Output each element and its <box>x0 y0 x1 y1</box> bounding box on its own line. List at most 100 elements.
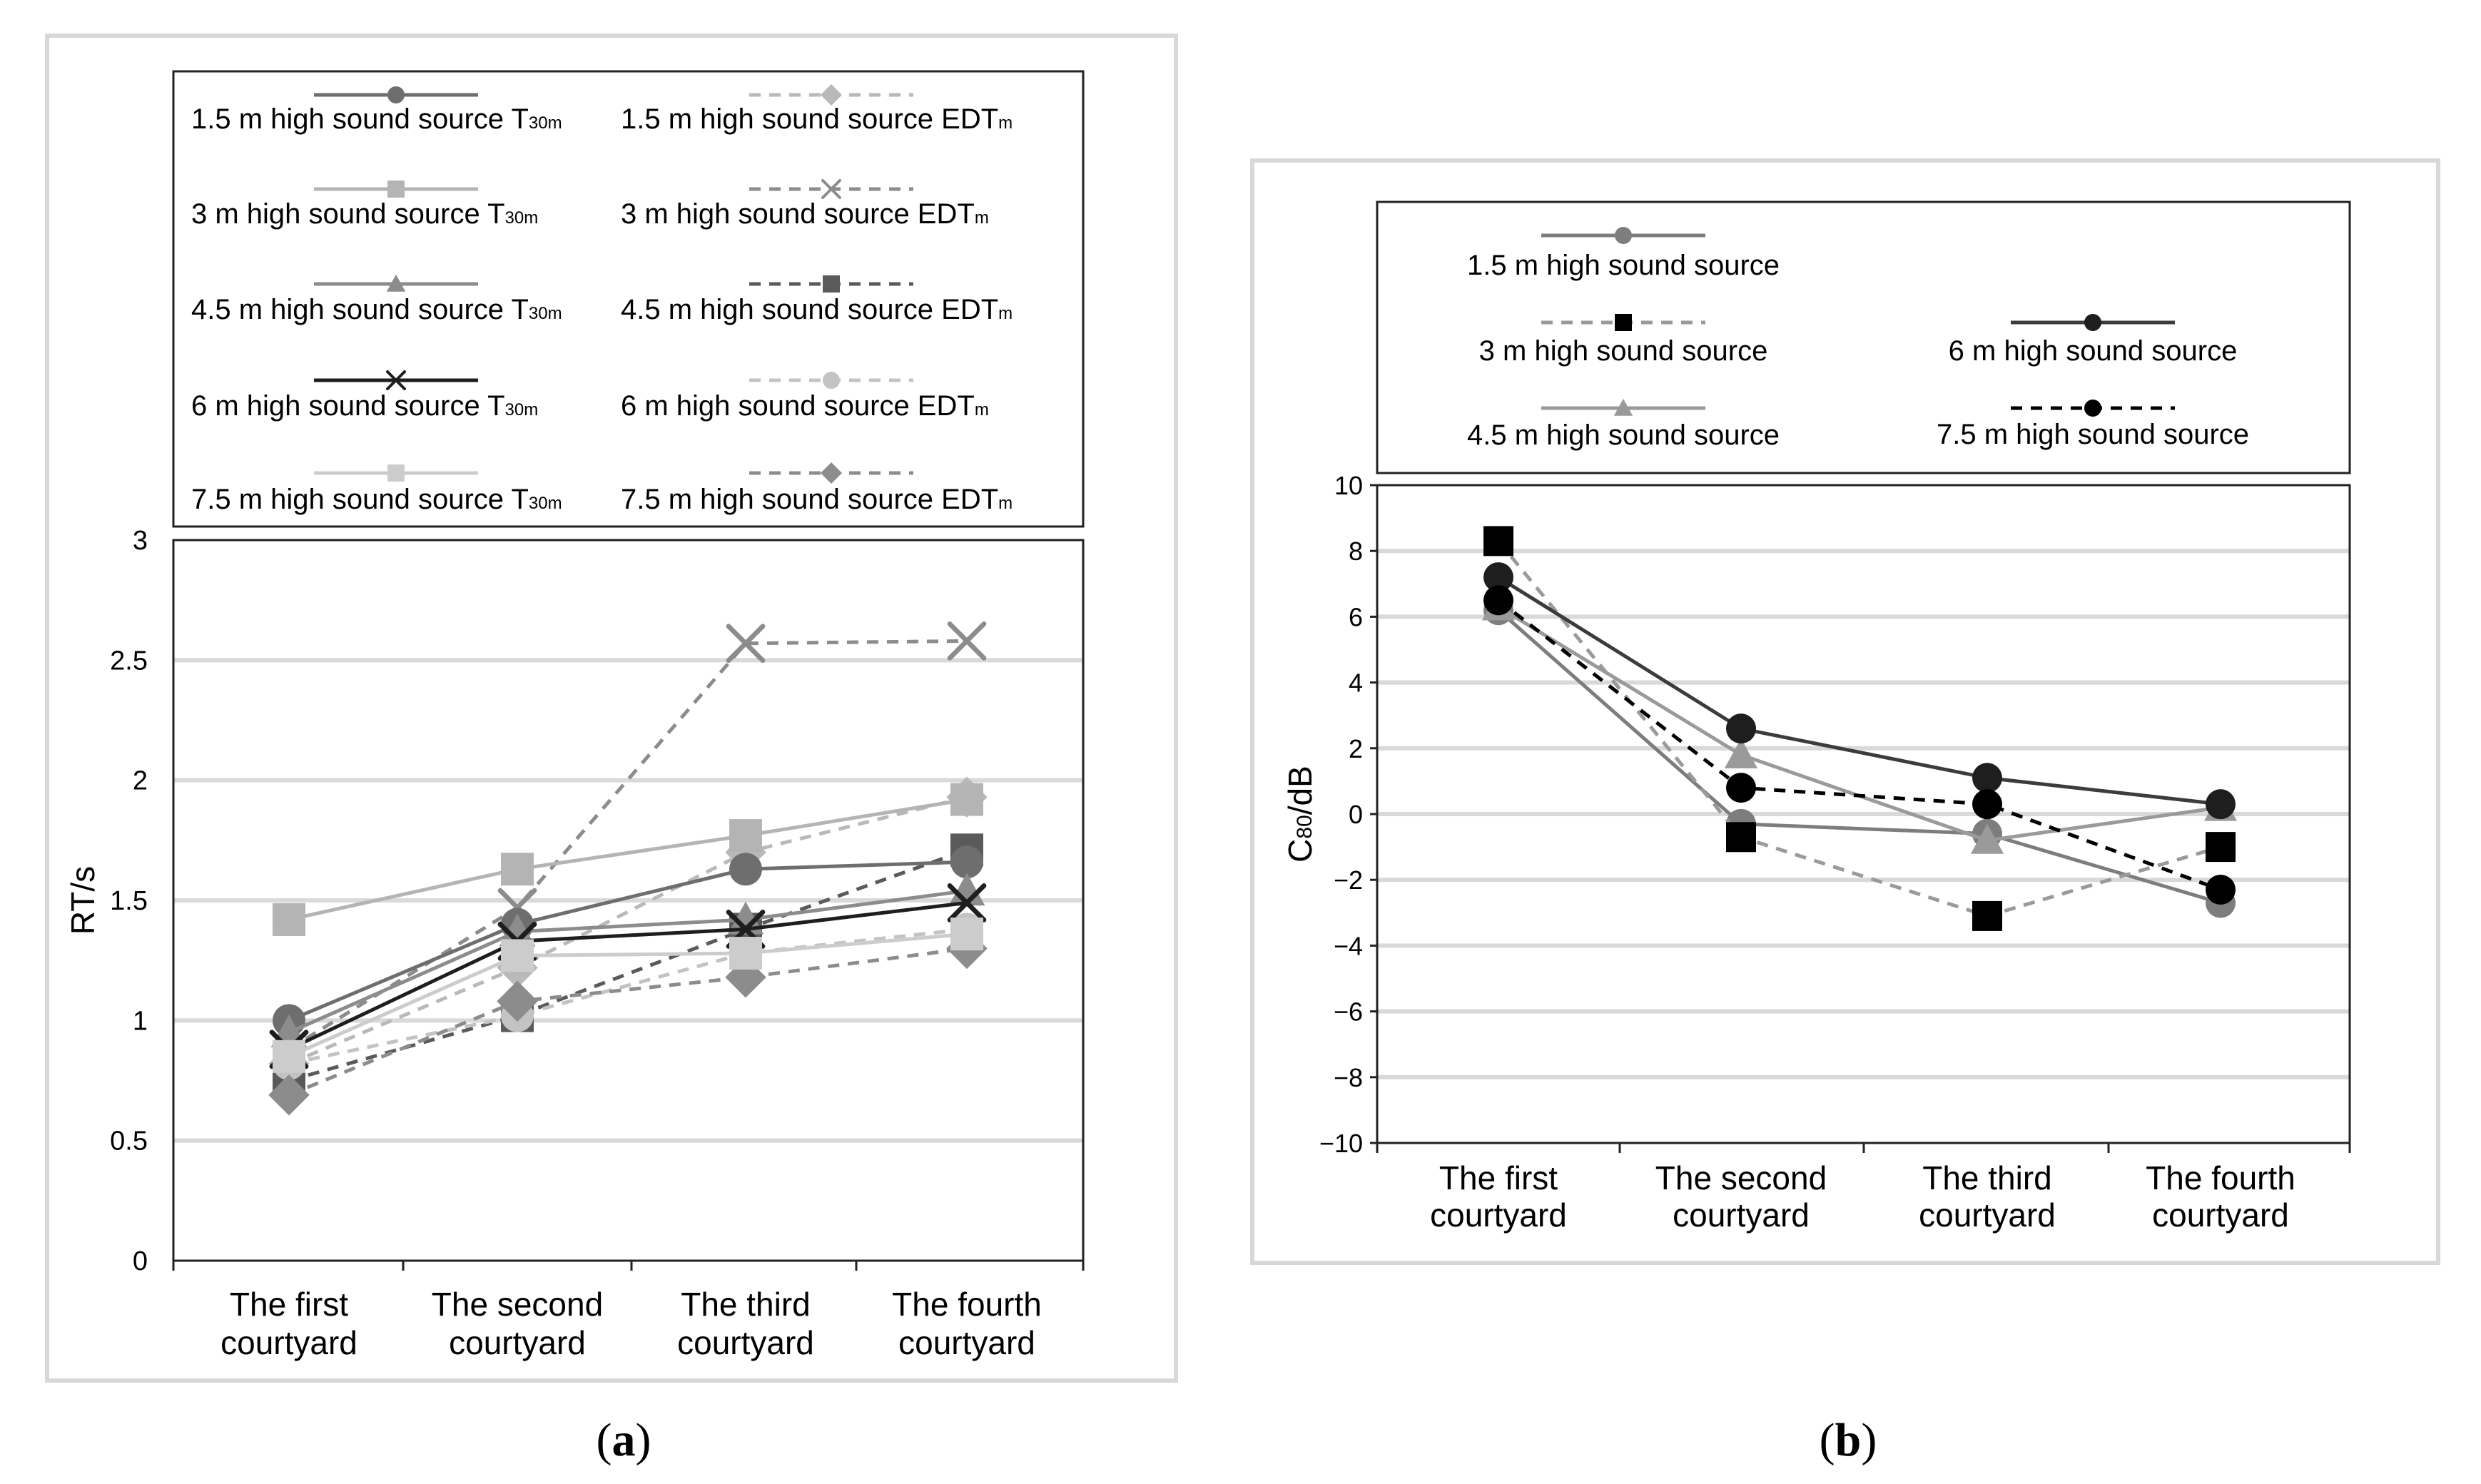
chart-a-ytick-label: 1 <box>133 1006 148 1036</box>
chart-b-legend-marker <box>2084 314 2101 331</box>
chart-a-point <box>729 819 762 853</box>
chart-b-point <box>1726 713 1756 744</box>
chart-b-ytick-label: 6 <box>1349 602 1363 631</box>
chart-a-series-line <box>288 900 968 1051</box>
chart-a-series-line <box>288 798 968 922</box>
chart-a-point <box>950 845 983 879</box>
chart-b-ytick-label: −6 <box>1334 997 1363 1027</box>
chart-a-series-line <box>288 639 968 1051</box>
chart-b-series-line <box>1497 539 2221 918</box>
chart-a-legend-subscript: 30m <box>529 494 562 513</box>
chart-a-category-label: The second <box>432 1286 603 1323</box>
caption-b: (b) <box>1820 1414 1877 1466</box>
chart-b-point <box>1483 526 1513 556</box>
chart-a-legend-text: 3 m high sound source EDT <box>621 198 975 230</box>
chart-a-point <box>497 980 538 1022</box>
chart-b-ytick-label: −2 <box>1334 865 1363 895</box>
chart-a-legend-label: 4.5 m high sound source T30m <box>191 294 562 325</box>
chart-b-category-label: courtyard <box>1673 1196 1810 1234</box>
chart-a-legend-subscript: 30m <box>505 400 539 420</box>
chart-b-point <box>1972 763 2002 793</box>
chart-a-series-line <box>288 860 968 1022</box>
chart-a-series-line <box>288 946 968 1097</box>
chart-b-ylabel-unit: /dB <box>1282 766 1319 815</box>
chart-a-point <box>727 901 764 935</box>
chart-a-point <box>729 853 762 886</box>
chart-b-legend-entry: 7.5 m high sound source <box>1937 400 2249 450</box>
chart-a-legend-marker <box>387 86 405 103</box>
chart-a-legend-subscript: m <box>975 208 989 228</box>
chart-b-series-line <box>1497 599 2221 892</box>
chart-a-point <box>501 939 534 972</box>
chart-a-legend-subscript: 30m <box>529 113 562 133</box>
chart-b-point <box>1483 585 1513 616</box>
chart-a-gridlines <box>173 658 1083 1143</box>
chart-a-legend-entry: 7.5 m high sound source T30m <box>191 464 562 515</box>
chart-b-legend-label: 7.5 m high sound source <box>1937 419 2249 450</box>
chart-a-category-label: courtyard <box>677 1324 814 1361</box>
chart-a-legend-marker <box>823 275 840 293</box>
chart-b-ytick-label: −4 <box>1334 931 1363 960</box>
chart-a-point <box>947 621 987 661</box>
chart-b-legend-entry: 1.5 m high sound source <box>1467 227 1780 281</box>
chart-b-legend-marker <box>2084 400 2101 417</box>
chart-a-legend-marker <box>821 179 841 199</box>
chart-b-legend-box <box>1376 200 2351 474</box>
chart-b-point <box>1724 738 1758 768</box>
chart-b-series-5 <box>1483 585 2236 905</box>
chart-a-legend-entry: 4.5 m high sound source T30m <box>191 274 562 325</box>
chart-b-legend-entry: 6 m high sound source <box>1949 314 2237 367</box>
chart-a-ytick-label: 0 <box>133 1246 148 1276</box>
chart-b-point <box>2206 789 2236 820</box>
chart-b-legend-label: 3 m high sound source <box>1479 335 1768 367</box>
chart-a-legend-text: 1.5 m high sound source T <box>191 103 529 135</box>
chart-a-legend-entry: 3 m high sound source T30m <box>191 181 538 230</box>
chart-a-legend-label: 4.5 m high sound source EDTm <box>621 294 1013 325</box>
chart-a-legend-subscript: m <box>998 494 1013 513</box>
chart-a-point <box>268 1074 310 1116</box>
chart-a-legend-marker <box>386 274 406 292</box>
chart-a-series-5 <box>273 918 983 1073</box>
chart-a-point <box>947 883 987 923</box>
chart-a-legend-label: 1.5 m high sound source EDTm <box>621 103 1013 135</box>
chart-a-legend-entry: 4.5 m high sound source EDTm <box>621 275 1013 325</box>
chart-b-point <box>1483 562 1513 593</box>
chart-a-legend-text: 6 m high sound source EDT <box>621 390 975 422</box>
caption-a: (a) <box>597 1414 651 1466</box>
chart-a-point <box>499 913 536 947</box>
chart-a-ytick-label: 2 <box>133 766 148 796</box>
chart-a-legend-marker <box>821 84 842 106</box>
chart-a-category-label: courtyard <box>449 1324 586 1361</box>
chart-a-point <box>729 937 762 970</box>
chart-a-legend-text: 6 m high sound source T <box>191 390 505 422</box>
chart-a-legend-entry: 1.5 m high sound source EDTm <box>621 84 1013 135</box>
chart-a-point <box>273 903 305 936</box>
chart-b-ytick-label: −10 <box>1319 1129 1363 1158</box>
chart-b-category-label: The third <box>1922 1159 2052 1196</box>
chart-b-legend-marker <box>1615 227 1632 244</box>
chart-b-category-label: courtyard <box>1919 1196 2056 1234</box>
chart-b-ytick-label: 8 <box>1349 537 1363 566</box>
chart-a-legend-label: 7.5 m high sound source T30m <box>191 484 562 515</box>
chart-b-legend-label: 4.5 m high sound source <box>1467 420 1780 451</box>
chart-a-legend-text: 4.5 m high sound source EDT <box>621 294 998 325</box>
chart-a-legend-marker <box>387 464 405 482</box>
chart-a-legend-marker <box>823 372 840 389</box>
chart-a-legend-text: 7.5 m high sound source T <box>191 484 529 515</box>
chart-b-ytick-label: −8 <box>1334 1063 1363 1092</box>
chart-a-legend-label: 3 m high sound source EDTm <box>621 198 989 230</box>
chart-a-point <box>950 783 983 816</box>
chart-b-legend-entry: 3 m high sound source <box>1479 314 1768 367</box>
chart-a-legend-label: 3 m high sound source T30m <box>191 198 538 230</box>
chart-b-ytick-label: 2 <box>1349 734 1363 763</box>
chart-a-legend-marker <box>821 462 842 484</box>
chart-a-series-line <box>288 795 968 1066</box>
chart-b-legend-marker <box>1615 314 1632 331</box>
chart-b-legend-label: 1.5 m high sound source <box>1467 250 1780 281</box>
chart-b-point <box>1972 789 2002 820</box>
